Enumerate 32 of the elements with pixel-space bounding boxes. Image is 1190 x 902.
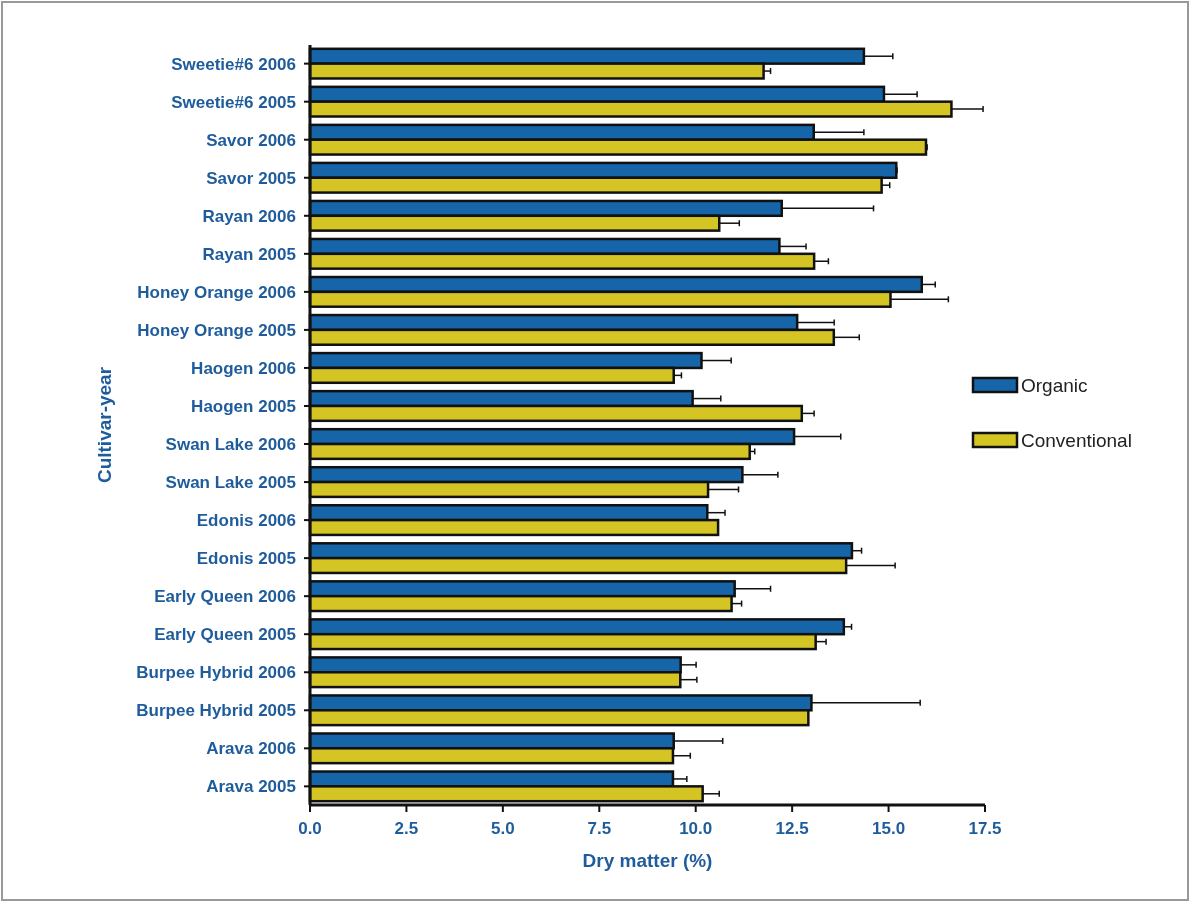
y-tick-label: Honey Orange 2005 — [137, 320, 296, 340]
x-tick-label: 10.0 — [679, 819, 713, 838]
y-tick-label: Swan Lake 2006 — [165, 434, 296, 454]
y-tick-label: Arava 2006 — [206, 739, 296, 759]
x-axis-title: Dry matter (%) — [582, 850, 713, 871]
y-tick-label: Honey Orange 2006 — [137, 282, 296, 302]
y-tick-label: Haogen 2005 — [191, 396, 296, 416]
y-tick-label: Early Queen 2006 — [154, 587, 296, 607]
x-tick-label: 2.5 — [394, 819, 419, 838]
y-tick-label: Sweetie#6 2006 — [171, 54, 296, 74]
y-tick-label: Burpee Hybrid 2005 — [136, 701, 296, 721]
y-tick-label: Savor 2005 — [206, 168, 296, 188]
x-tick-label: 17.5 — [968, 819, 1002, 838]
legend-label: Conventional — [1021, 429, 1132, 451]
y-tick-label: Swan Lake 2005 — [165, 473, 296, 493]
y-tick-label: Edonis 2006 — [196, 511, 296, 531]
x-tick-label: 0.0 — [298, 819, 322, 838]
y-tick-label: Sweetie#6 2005 — [171, 92, 296, 112]
y-tick-label: Haogen 2006 — [191, 358, 296, 378]
y-tick-label: Burpee Hybrid 2006 — [136, 663, 296, 683]
y-tick-label: Early Queen 2005 — [154, 625, 296, 645]
x-tick-label: 15.0 — [872, 819, 906, 838]
y-tick-label: Edonis 2005 — [196, 549, 296, 569]
y-tick-label: Savor 2006 — [206, 130, 296, 150]
y-tick-label: Rayan 2005 — [202, 244, 296, 264]
y-axis-title: Cultivar-year — [94, 366, 115, 484]
y-tick-label: Arava 2005 — [206, 777, 296, 797]
y-tick-label: Rayan 2006 — [202, 206, 296, 226]
legend-label: Organic — [1021, 374, 1088, 396]
x-tick-label: 5.0 — [491, 819, 515, 838]
x-tick-label: 7.5 — [587, 819, 612, 838]
x-tick-label: 12.5 — [775, 819, 809, 838]
